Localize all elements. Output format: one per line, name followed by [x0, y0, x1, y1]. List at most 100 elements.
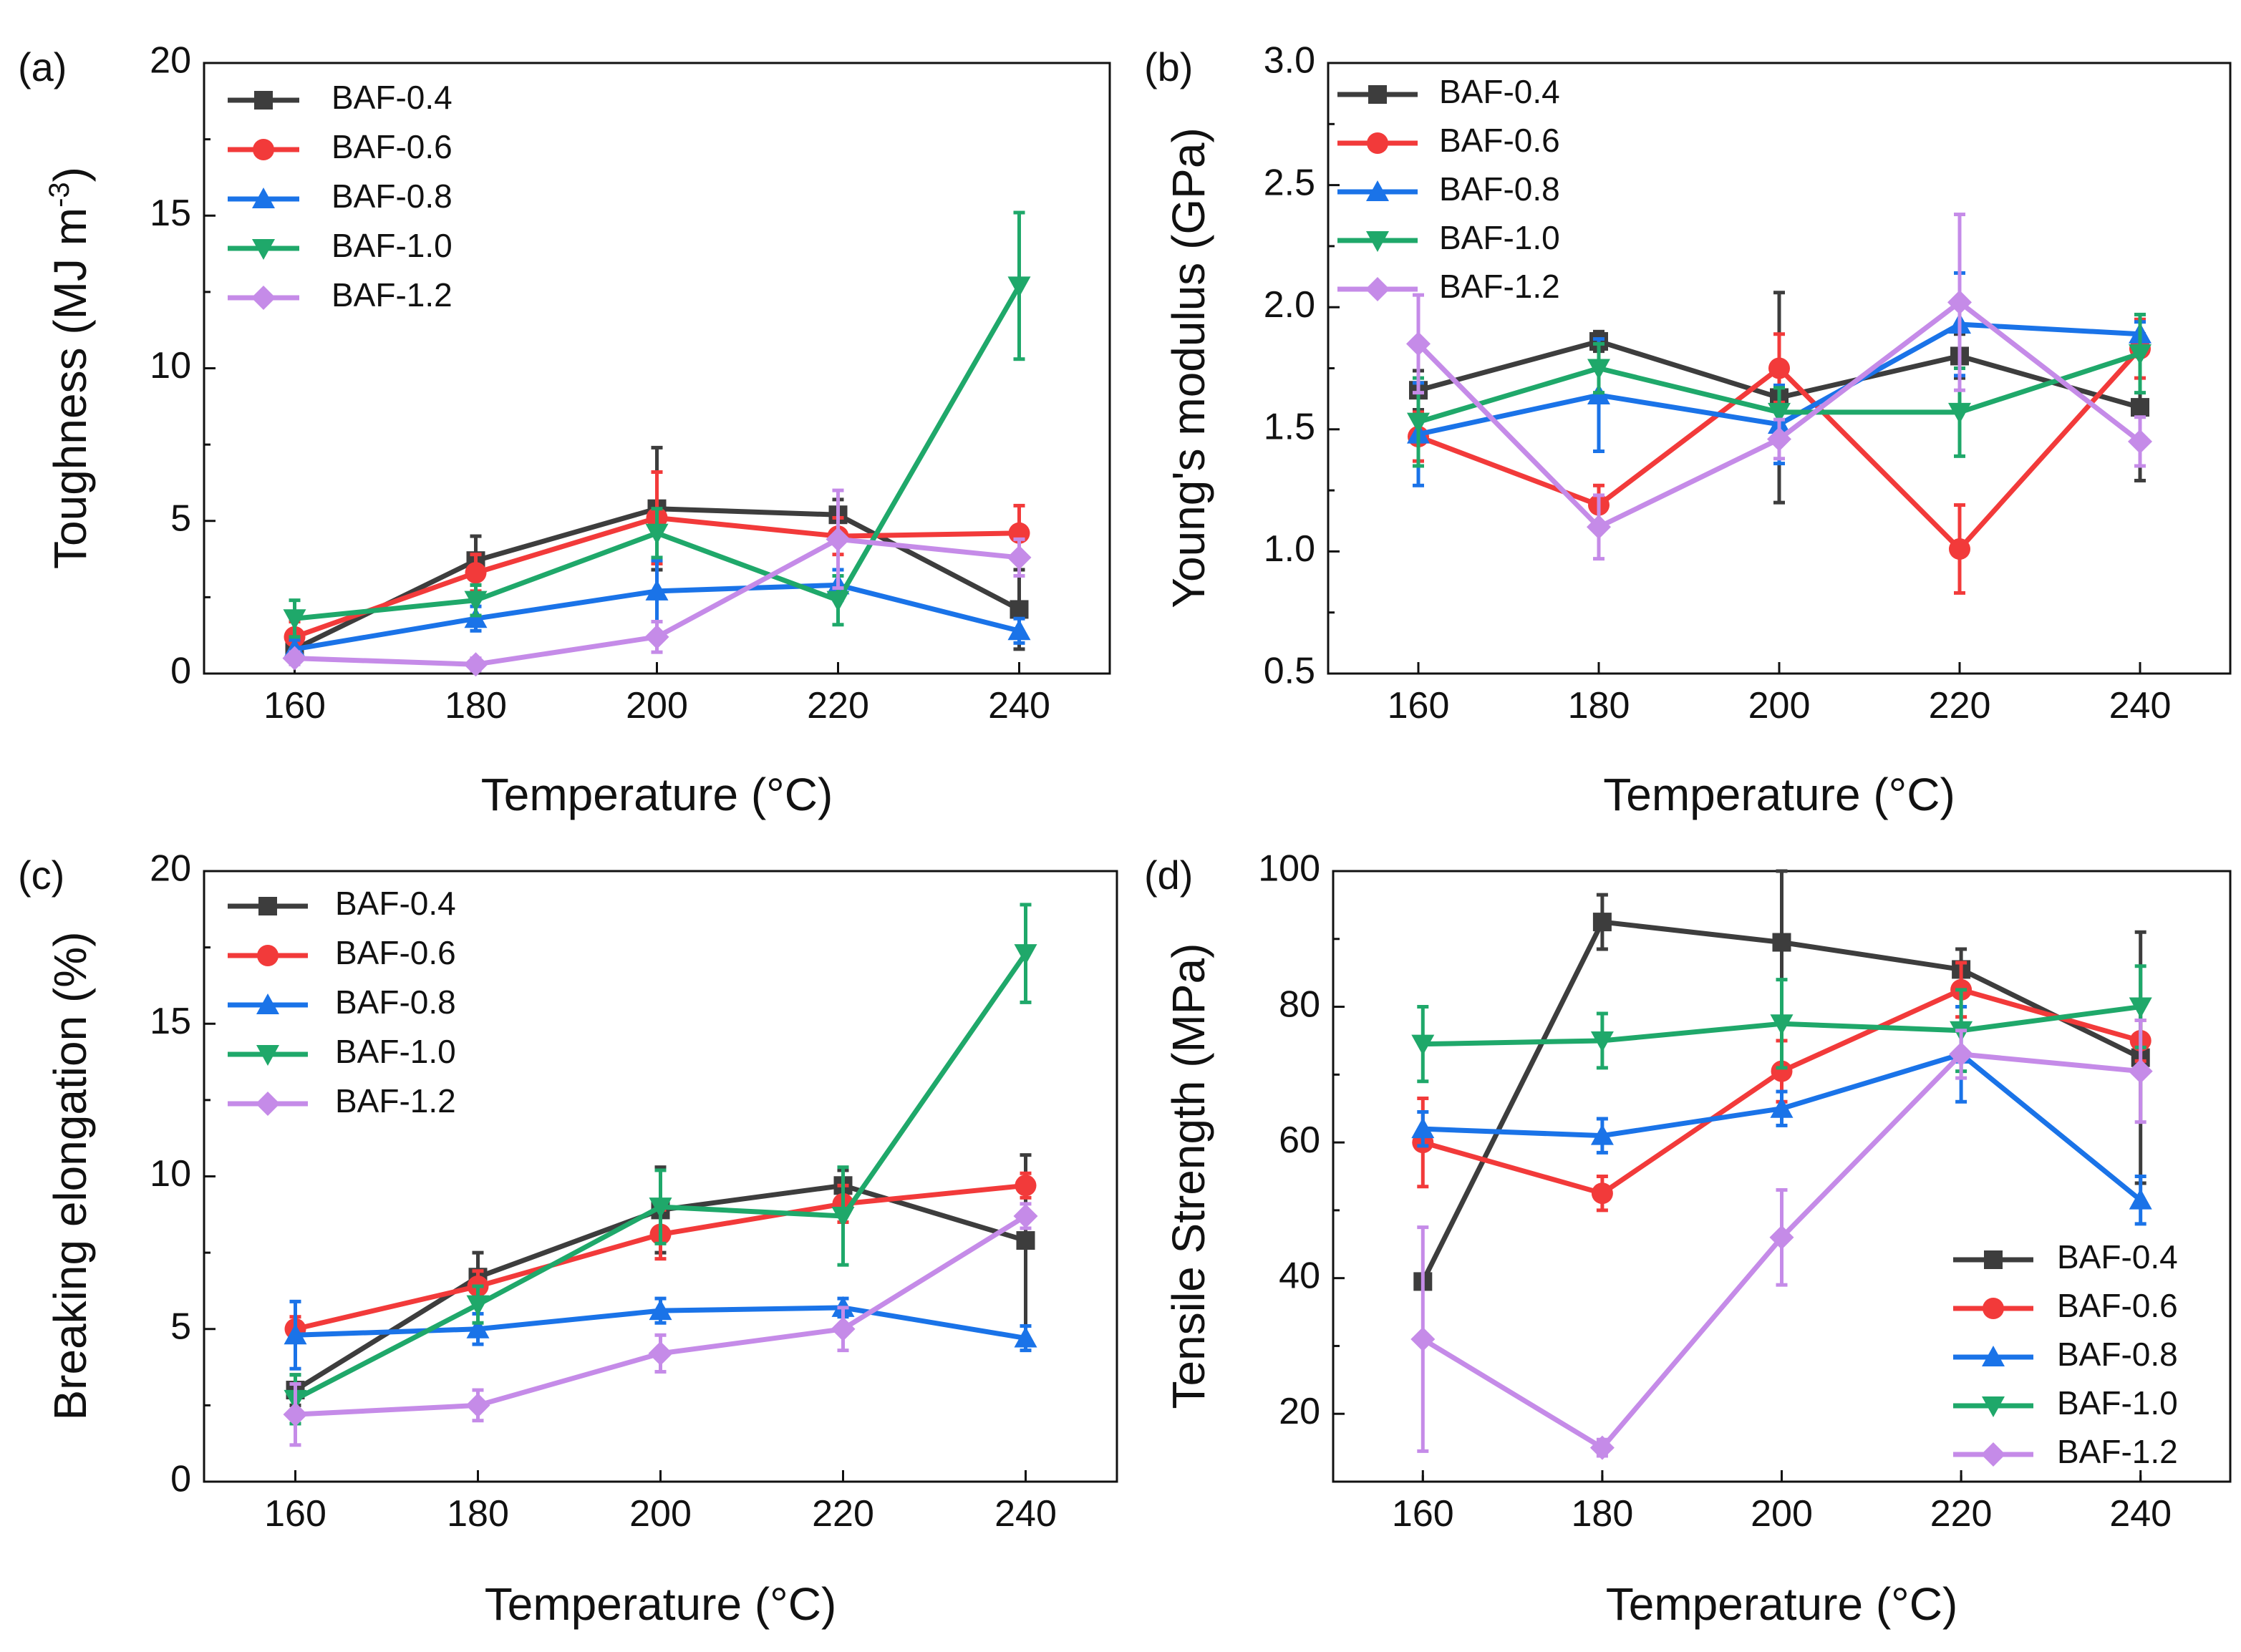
legend-label: BAF-0.6 — [335, 934, 456, 971]
legend-label: BAF-0.8 — [2057, 1336, 2178, 1373]
legend-label: BAF-1.0 — [2057, 1384, 2178, 1422]
panel-label: (b) — [1144, 44, 1193, 89]
data-point — [1411, 1117, 1435, 1139]
legend-marker — [1366, 231, 1389, 252]
y-tick-label: 60 — [1279, 1119, 1320, 1161]
legend-marker — [1984, 1250, 2003, 1269]
legend-label: BAF-0.8 — [335, 983, 456, 1021]
data-point — [1587, 515, 1611, 540]
data-point — [2128, 1059, 2153, 1084]
data-point — [1014, 1326, 1037, 1348]
data-point — [1013, 1203, 1038, 1228]
x-tick-label: 240 — [2109, 1493, 2172, 1535]
y-tick-label: 5 — [170, 497, 191, 539]
y-tick-label: 2.0 — [1264, 284, 1315, 326]
y-tick-label: 0 — [170, 1459, 191, 1500]
data-point — [1007, 619, 1031, 641]
chart-panel: (a) 160 180 200 220 240 0 5 10 15 20 Temperature (°… — [18, 40, 1111, 820]
data-point — [644, 624, 669, 649]
x-tick-label: 160 — [1388, 685, 1450, 727]
y-tick-label: 10 — [150, 1153, 191, 1195]
series-baf-0-6 — [1412, 961, 2152, 1213]
panel-label: (d) — [1144, 852, 1193, 898]
data-point — [283, 1402, 308, 1427]
legend-marker — [252, 188, 275, 208]
legend-marker — [256, 1092, 280, 1116]
legend-label: BAF-1.2 — [1439, 268, 1560, 305]
y-tick-label: 80 — [1279, 983, 1320, 1025]
x-tick-label: 220 — [1930, 1493, 1993, 1535]
data-point — [648, 1341, 673, 1366]
data-point — [1768, 357, 1790, 379]
y-tick-label: 100 — [1258, 848, 1320, 890]
legend: BAF-0.4 BAF-0.6 BAF-0.8 BAF-1.0 BAF-1.2 — [1953, 1238, 2178, 1470]
y-tick-label: 15 — [150, 193, 191, 234]
legend-marker — [258, 897, 277, 915]
y-axis-title: Young's modulus (GPa) — [1163, 127, 1214, 608]
y-tick-label: 1.0 — [1264, 528, 1315, 570]
legend-label: BAF-1.2 — [335, 1082, 456, 1119]
x-tick-label: 200 — [1751, 1493, 1813, 1535]
legend-label: BAF-1.0 — [1439, 219, 1560, 256]
legend-marker — [1366, 180, 1389, 201]
data-point — [649, 1197, 672, 1219]
chart-panel: (c) 160 180 200 220 240 0 5 10 15 20 Temperature (°… — [18, 848, 1118, 1630]
data-point — [282, 646, 307, 671]
data-point — [1016, 1231, 1035, 1250]
series-baf-1-2 — [283, 1202, 1038, 1447]
y-tick-label: 0 — [170, 651, 191, 692]
data-point — [284, 1323, 307, 1345]
y-tick-label: 3.0 — [1264, 40, 1315, 82]
data-point — [1948, 402, 1971, 424]
data-point — [1770, 1097, 1794, 1118]
data-point — [464, 591, 488, 612]
legend: BAF-0.4 BAF-0.6 BAF-0.8 BAF-1.0 BAF-1.2 — [228, 79, 452, 314]
x-tick-label: 180 — [1568, 685, 1630, 727]
legend-label: BAF-0.6 — [331, 128, 452, 165]
data-point — [831, 1316, 856, 1341]
legend-label: BAF-1.2 — [331, 276, 452, 314]
legend-label: BAF-0.8 — [331, 178, 452, 215]
legend-label: BAF-0.4 — [335, 885, 456, 922]
data-point — [645, 523, 669, 545]
legend-label: BAF-0.6 — [1439, 122, 1560, 159]
data-point — [1590, 1031, 1614, 1052]
data-point — [465, 1393, 490, 1418]
x-tick-label: 160 — [1392, 1493, 1454, 1535]
y-axis-title-end: ) — [44, 167, 96, 182]
data-point — [1014, 944, 1037, 966]
legend-marker — [251, 286, 276, 310]
legend-marker — [1367, 132, 1388, 154]
data-point — [1949, 538, 1970, 560]
data-point — [826, 591, 850, 612]
x-tick-label: 240 — [2109, 685, 2172, 727]
x-tick-label: 220 — [1929, 685, 1991, 727]
data-point — [831, 1206, 855, 1228]
data-point — [2128, 429, 2152, 454]
x-tick-label: 160 — [264, 1493, 326, 1535]
series-baf-1-2 — [1410, 1019, 2153, 1460]
data-point — [1589, 1435, 1615, 1460]
data-point — [466, 1295, 490, 1316]
data-point — [1949, 1041, 1974, 1066]
data-point — [1407, 412, 1430, 434]
series-baf-1-2 — [282, 488, 1032, 677]
data-point — [1770, 1014, 1794, 1036]
series-baf-1-0 — [284, 903, 1037, 1426]
data-point — [464, 607, 488, 628]
data-point — [1007, 276, 1031, 298]
data-point — [1592, 913, 1612, 932]
legend-label: BAF-0.4 — [331, 79, 452, 116]
legend-marker — [1368, 85, 1387, 104]
series-baf-1-2 — [1406, 213, 2152, 561]
legend-marker — [1365, 277, 1390, 301]
x-tick-label: 200 — [626, 685, 688, 727]
data-point — [2129, 344, 2152, 366]
data-point — [1015, 1175, 1037, 1197]
y-axis-title: Tensile Strength (MPa) — [1163, 943, 1214, 1409]
y-tick-label: 40 — [1279, 1255, 1320, 1296]
data-point — [1769, 1225, 1794, 1250]
legend-label: BAF-0.4 — [1439, 73, 1560, 110]
panel-label: (a) — [18, 44, 67, 89]
data-point — [1007, 545, 1032, 570]
